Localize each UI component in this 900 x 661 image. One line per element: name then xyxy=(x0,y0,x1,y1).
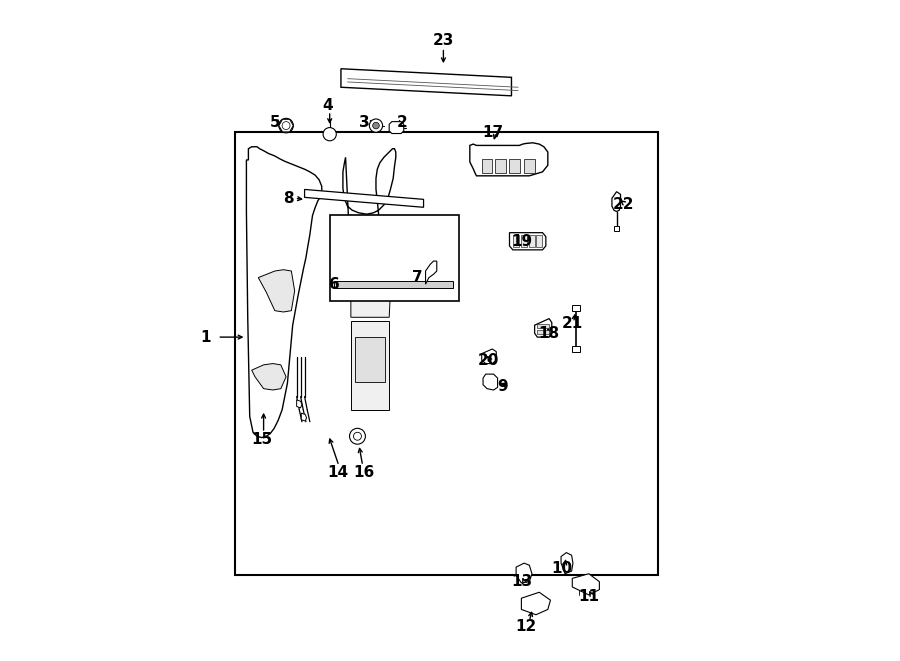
Polygon shape xyxy=(495,159,506,173)
Text: 18: 18 xyxy=(538,327,560,341)
Text: 10: 10 xyxy=(552,561,573,576)
Circle shape xyxy=(369,119,382,132)
Polygon shape xyxy=(524,159,535,173)
Text: 8: 8 xyxy=(283,191,293,206)
Polygon shape xyxy=(509,159,520,173)
Polygon shape xyxy=(389,122,404,134)
Polygon shape xyxy=(483,374,498,390)
Circle shape xyxy=(279,118,293,133)
Text: 12: 12 xyxy=(516,619,536,634)
Text: 11: 11 xyxy=(579,589,599,603)
Text: 3: 3 xyxy=(359,115,369,130)
Polygon shape xyxy=(612,192,620,212)
Polygon shape xyxy=(302,413,307,421)
Polygon shape xyxy=(482,349,496,364)
Text: 20: 20 xyxy=(478,353,499,368)
Text: 19: 19 xyxy=(511,234,532,249)
Text: 7: 7 xyxy=(411,270,422,285)
Polygon shape xyxy=(521,592,551,615)
Polygon shape xyxy=(535,319,552,337)
Text: 6: 6 xyxy=(329,277,339,292)
Polygon shape xyxy=(537,324,549,328)
Text: 21: 21 xyxy=(562,317,583,331)
Text: 13: 13 xyxy=(511,574,532,589)
Circle shape xyxy=(373,122,379,129)
Polygon shape xyxy=(529,235,535,247)
Text: 23: 23 xyxy=(433,34,454,48)
Polygon shape xyxy=(352,226,388,259)
Polygon shape xyxy=(537,330,549,334)
Polygon shape xyxy=(252,364,286,390)
Polygon shape xyxy=(509,233,545,250)
Polygon shape xyxy=(334,281,454,288)
Text: 15: 15 xyxy=(251,432,272,447)
Polygon shape xyxy=(572,574,599,595)
Polygon shape xyxy=(614,226,619,231)
Text: 14: 14 xyxy=(327,465,348,480)
Polygon shape xyxy=(343,149,396,293)
Polygon shape xyxy=(341,69,511,96)
Polygon shape xyxy=(482,159,492,173)
Text: 9: 9 xyxy=(498,379,508,394)
Polygon shape xyxy=(351,321,389,410)
Polygon shape xyxy=(561,553,573,574)
Polygon shape xyxy=(470,143,548,176)
Text: 16: 16 xyxy=(354,465,374,480)
Text: 2: 2 xyxy=(397,115,408,130)
Polygon shape xyxy=(297,400,302,408)
Bar xyxy=(235,132,658,575)
Polygon shape xyxy=(514,235,519,247)
Polygon shape xyxy=(279,119,293,132)
Circle shape xyxy=(349,428,365,444)
Text: 22: 22 xyxy=(612,198,634,212)
Polygon shape xyxy=(521,235,527,247)
Polygon shape xyxy=(351,264,391,317)
Circle shape xyxy=(323,128,337,141)
Polygon shape xyxy=(304,190,424,208)
Text: 1: 1 xyxy=(200,330,211,344)
Text: 5: 5 xyxy=(269,115,280,130)
Polygon shape xyxy=(572,305,580,311)
Bar xyxy=(329,215,459,301)
Polygon shape xyxy=(355,337,385,382)
Polygon shape xyxy=(247,147,322,438)
Polygon shape xyxy=(516,563,532,583)
Polygon shape xyxy=(572,346,580,352)
Polygon shape xyxy=(258,270,294,312)
Polygon shape xyxy=(426,261,436,284)
Text: 17: 17 xyxy=(482,125,503,139)
Polygon shape xyxy=(536,235,542,247)
Text: 4: 4 xyxy=(322,98,333,113)
